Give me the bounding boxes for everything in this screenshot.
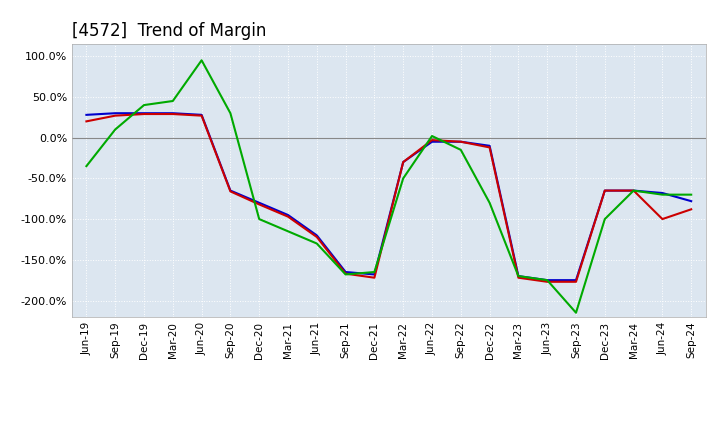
- Ordinary Income: [572, 278, 580, 283]
- Ordinary Income: [514, 273, 523, 279]
- Operating Cashflow: [197, 58, 206, 63]
- Net Income: [226, 189, 235, 194]
- Ordinary Income: [168, 110, 177, 116]
- Ordinary Income: [82, 112, 91, 117]
- Ordinary Income: [197, 112, 206, 117]
- Ordinary Income: [687, 198, 696, 204]
- Ordinary Income: [658, 191, 667, 196]
- Net Income: [485, 145, 494, 150]
- Operating Cashflow: [658, 192, 667, 197]
- Net Income: [572, 279, 580, 284]
- Operating Cashflow: [168, 99, 177, 104]
- Operating Cashflow: [629, 188, 638, 193]
- Operating Cashflow: [312, 241, 321, 246]
- Net Income: [197, 113, 206, 118]
- Net Income: [284, 214, 292, 219]
- Operating Cashflow: [226, 110, 235, 116]
- Ordinary Income: [600, 188, 609, 193]
- Operating Cashflow: [399, 176, 408, 181]
- Operating Cashflow: [370, 269, 379, 275]
- Ordinary Income: [226, 188, 235, 193]
- Operating Cashflow: [543, 278, 552, 283]
- Net Income: [514, 275, 523, 280]
- Net Income: [543, 279, 552, 284]
- Net Income: [600, 188, 609, 193]
- Net Income: [168, 111, 177, 117]
- Line: Ordinary Income: Ordinary Income: [86, 113, 691, 280]
- Operating Cashflow: [572, 310, 580, 315]
- Net Income: [399, 159, 408, 165]
- Ordinary Income: [485, 143, 494, 148]
- Ordinary Income: [111, 110, 120, 116]
- Operating Cashflow: [82, 164, 91, 169]
- Ordinary Income: [284, 213, 292, 218]
- Ordinary Income: [312, 233, 321, 238]
- Operating Cashflow: [687, 192, 696, 197]
- Net Income: [428, 137, 436, 143]
- Operating Cashflow: [485, 200, 494, 205]
- Operating Cashflow: [111, 127, 120, 132]
- Net Income: [255, 202, 264, 207]
- Ordinary Income: [456, 139, 465, 144]
- Ordinary Income: [428, 139, 436, 144]
- Net Income: [456, 139, 465, 144]
- Ordinary Income: [399, 159, 408, 165]
- Operating Cashflow: [284, 229, 292, 234]
- Net Income: [687, 207, 696, 212]
- Net Income: [111, 113, 120, 118]
- Operating Cashflow: [341, 272, 350, 277]
- Net Income: [658, 216, 667, 222]
- Net Income: [82, 119, 91, 124]
- Operating Cashflow: [428, 133, 436, 139]
- Net Income: [341, 271, 350, 276]
- Operating Cashflow: [255, 216, 264, 222]
- Ordinary Income: [370, 272, 379, 277]
- Ordinary Income: [543, 278, 552, 283]
- Net Income: [629, 188, 638, 193]
- Operating Cashflow: [140, 103, 148, 108]
- Ordinary Income: [341, 269, 350, 275]
- Line: Operating Cashflow: Operating Cashflow: [86, 60, 691, 313]
- Ordinary Income: [140, 110, 148, 116]
- Ordinary Income: [629, 188, 638, 193]
- Line: Net Income: Net Income: [86, 114, 691, 282]
- Net Income: [140, 111, 148, 117]
- Text: [4572]  Trend of Margin: [4572] Trend of Margin: [72, 22, 266, 40]
- Net Income: [370, 275, 379, 280]
- Net Income: [312, 235, 321, 240]
- Ordinary Income: [255, 200, 264, 205]
- Operating Cashflow: [600, 216, 609, 222]
- Operating Cashflow: [514, 273, 523, 279]
- Operating Cashflow: [456, 147, 465, 153]
